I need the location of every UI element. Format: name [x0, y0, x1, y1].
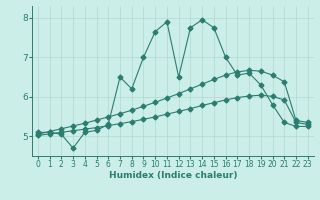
X-axis label: Humidex (Indice chaleur): Humidex (Indice chaleur) [108, 171, 237, 180]
